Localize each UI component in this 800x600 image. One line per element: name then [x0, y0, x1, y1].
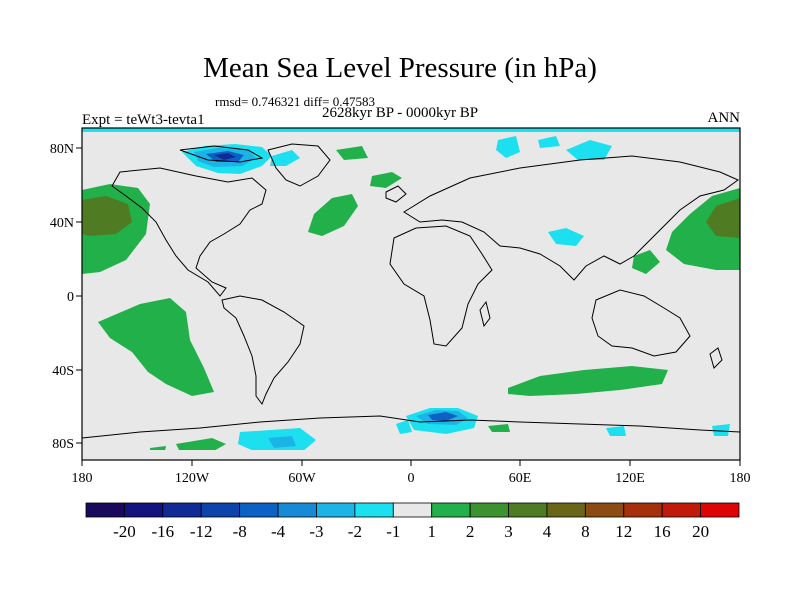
- lat-label-40s: 40S: [52, 364, 74, 379]
- colorbar-box: [200, 502, 241, 518]
- colorbar-label: 12: [615, 522, 632, 541]
- south-indian-ocean-green: [508, 366, 668, 396]
- colorbar-label: 8: [581, 522, 590, 541]
- coastlines: [82, 143, 740, 439]
- south-america-coast: [221, 295, 305, 406]
- lat-label-80s: 80S: [52, 437, 74, 452]
- south-pacific-green: [98, 298, 214, 396]
- latitude-ticks: [76, 147, 82, 444]
- colorbar-box: [277, 502, 317, 518]
- north-america-coast: [111, 167, 267, 297]
- lon-label-180w: 180: [72, 471, 93, 486]
- season-label: ANN: [707, 110, 741, 126]
- colorbar-label: 3: [504, 522, 513, 541]
- map-background: [82, 128, 740, 460]
- antarctic-interior: [82, 450, 740, 460]
- colorbar: -20 -16 -12 -8 -4 -3 -2 -1 1 2 3 4 8 12 16 20: [85, 502, 740, 541]
- colorbar-box: [431, 502, 471, 518]
- colorbar-box: [354, 502, 394, 518]
- lon-label-0: 0: [408, 471, 415, 486]
- canada-cyan-patch: [270, 150, 300, 166]
- africa-coast: [389, 225, 493, 347]
- colorbar-box: [508, 502, 548, 518]
- colorbar-label: -16: [151, 522, 174, 541]
- lat-label-80n: 80N: [50, 142, 74, 157]
- north-atlantic-green: [308, 194, 358, 236]
- longitude-ticks: [81, 460, 741, 466]
- greenland-darkblue-core: [214, 153, 236, 160]
- british-isles-coast: [385, 185, 407, 203]
- stats-label: rmsd= 0.746321 diff= 0.47583: [215, 94, 375, 109]
- arctic-green-patch-2: [370, 172, 402, 188]
- arctic-cyan-patch-2: [538, 136, 560, 148]
- colorbar-label: 1: [427, 522, 436, 541]
- experiment-label: Expt = teWt3-tevta1: [82, 112, 205, 128]
- colorbar-label: -8: [233, 522, 247, 541]
- antarctic-cyan-patch: [396, 420, 412, 434]
- eurasia-coast: [403, 155, 740, 281]
- antarctica-coast: [82, 415, 740, 439]
- colorbar-box: [85, 502, 125, 518]
- lon-label-120w: 120W: [175, 471, 210, 486]
- arctic-islands-coast: [179, 145, 264, 163]
- colorbar-box: [239, 502, 279, 518]
- ross-sea-cyan: [712, 424, 730, 436]
- arctic-green-patch-1: [336, 146, 368, 160]
- colorbar-box: [584, 502, 625, 518]
- colorbar-label: -12: [190, 522, 213, 541]
- greenland-coast: [267, 143, 331, 187]
- north-pacific-olive-east: [82, 196, 132, 236]
- lat-label-0: 0: [67, 290, 74, 305]
- colorbar-box: [546, 502, 586, 518]
- colorbar-label: -4: [271, 522, 286, 541]
- antarctic-blue-core: [428, 412, 458, 421]
- colorbar-box: [162, 502, 202, 518]
- colorbar-box: [392, 502, 433, 518]
- lon-label-60w: 60W: [288, 471, 316, 486]
- lon-label-60e: 60E: [509, 471, 532, 486]
- colorbar-box: [469, 502, 509, 518]
- period-label: 2628kyr BP - 0000kyr BP: [322, 105, 479, 121]
- colorbar-label: 16: [654, 522, 671, 541]
- central-asia-cyan: [548, 228, 584, 246]
- east-china-sea-green: [632, 250, 660, 274]
- new-zealand-coast: [709, 347, 723, 369]
- colorbar-label: 20: [692, 522, 709, 541]
- map-title: Mean Sea Level Pressure (in hPa): [203, 52, 597, 84]
- colorbar-label: -3: [309, 522, 323, 541]
- colorbar-box: [661, 502, 701, 518]
- north-pacific-olive-west: [706, 198, 740, 238]
- antarctic-green-patch-2: [176, 438, 226, 452]
- madagascar-coast: [479, 300, 491, 328]
- amundsen-lightblue-region: [268, 436, 296, 448]
- australia-coast: [591, 289, 691, 357]
- antarctic-cyan-patch-2: [606, 426, 626, 436]
- antarctic-green-patch: [488, 424, 510, 432]
- colorbar-box: [124, 502, 164, 518]
- lat-label-40n: 40N: [50, 216, 74, 231]
- anomaly-shading: [82, 128, 740, 460]
- colorbar-box: [623, 502, 663, 518]
- colorbar-label: 2: [466, 522, 475, 541]
- colorbar-label: 4: [543, 522, 552, 541]
- arctic-cyan-band: [82, 128, 740, 132]
- siberia-cyan-patch: [566, 140, 612, 160]
- lon-label-180e: 180: [730, 471, 751, 486]
- colorbar-label: -2: [348, 522, 362, 541]
- colorbar-label: -1: [386, 522, 400, 541]
- lon-label-120e: 120E: [615, 471, 645, 486]
- colorbar-box: [316, 502, 356, 518]
- colorbar-box: [700, 502, 740, 518]
- arctic-cyan-patch: [496, 136, 520, 158]
- colorbar-label: -20: [113, 522, 136, 541]
